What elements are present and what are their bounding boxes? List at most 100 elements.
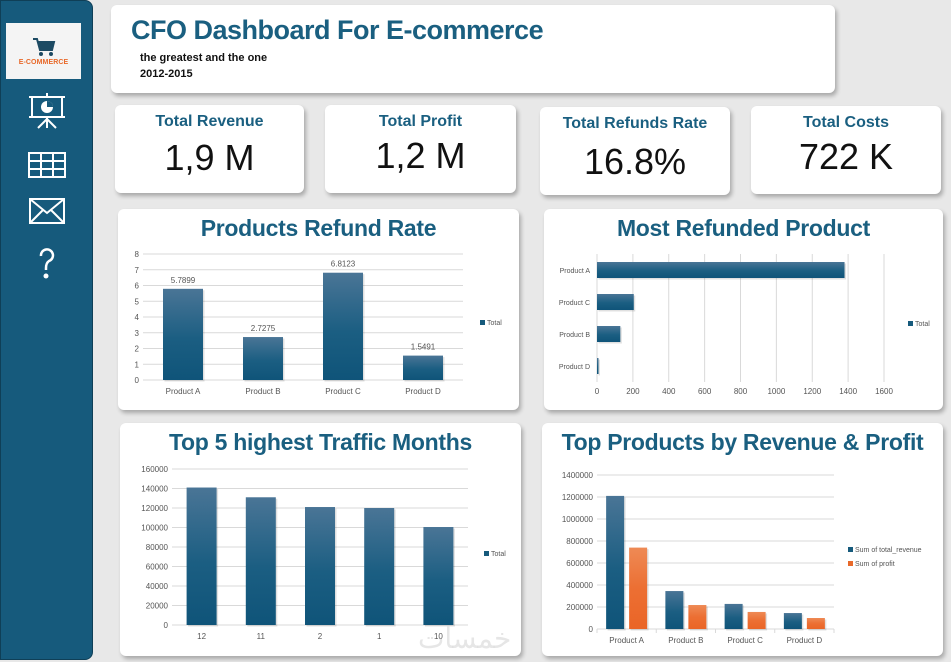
y-tick-label: 8 — [135, 250, 140, 259]
chart-card-most-refunded: Most Refunded Product 0 200 400 600 800 1000 1… — [544, 209, 943, 410]
x-tick-label: 800 — [734, 387, 748, 396]
logo-text: E-COMMERCE — [18, 58, 69, 66]
x-tick-label: 1400 — [839, 387, 857, 396]
x-tick-label: Product A — [609, 636, 644, 645]
bar — [323, 272, 363, 380]
y-tick-label: 6 — [135, 282, 140, 291]
x-tick-label: 1600 — [875, 387, 893, 396]
y-tick-label: 7 — [135, 266, 140, 275]
x-tick-label: Product D — [405, 387, 441, 396]
kpi-total-profit: Total Profit 1,2 M — [325, 105, 516, 193]
nav-table[interactable] — [27, 145, 67, 185]
legend-label: Total — [491, 551, 506, 558]
bar — [688, 605, 707, 629]
x-tick-label: 11 — [257, 632, 266, 641]
bar — [665, 591, 684, 629]
kpi-total-refunds-rate: Total Refunds Rate 16.8% — [540, 107, 730, 195]
legend-swatch — [484, 551, 489, 556]
y-tick-label: 1 — [135, 360, 140, 369]
y-tick-label: Product B — [559, 332, 590, 339]
bar — [364, 508, 395, 625]
y-tick-label: 120000 — [141, 504, 168, 513]
y-tick-label: 1400000 — [562, 471, 594, 480]
chart-title: Top Products by Revenue & Profit — [561, 429, 924, 455]
bar — [724, 603, 743, 629]
chart-card-traffic-months: Top 5 highest Traffic Months 0 20000 40000… — [120, 423, 521, 656]
header-card: CFO Dashboard For E-commerce the greates… — [111, 5, 835, 93]
nav-presentation[interactable] — [27, 91, 67, 131]
bar — [597, 262, 845, 278]
y-tick-label: 4 — [135, 313, 140, 322]
y-tick-label: 60000 — [146, 563, 169, 572]
y-tick-label: 2 — [135, 345, 140, 354]
y-tick-label: Product D — [559, 364, 590, 371]
x-tick-label: Product C — [325, 387, 361, 396]
nav-mail[interactable] — [27, 191, 67, 231]
y-tick-label: 40000 — [146, 582, 169, 591]
page-years: 2012-2015 — [140, 68, 193, 80]
x-tick-label: 10 — [434, 632, 443, 641]
y-tick-label: Product C — [559, 300, 590, 307]
legend-label: Sum of total_revenue — [855, 547, 922, 554]
y-tick-label: 1200000 — [562, 493, 594, 502]
y-tick-label: 140000 — [141, 485, 168, 494]
x-tick-label: Product B — [245, 387, 280, 396]
bar — [747, 611, 766, 629]
bar — [305, 507, 335, 625]
bar — [806, 618, 825, 629]
y-tick-label: Product A — [560, 268, 591, 275]
x-tick-label: Product C — [727, 636, 763, 645]
kpi-total-revenue: Total Revenue 1,9 M — [115, 105, 304, 193]
chart-card-refund-rate: Products Refund Rate 0 1 2 3 4 5 6 7 8 5.7899 Prod… — [118, 209, 519, 410]
x-tick-label: Product A — [166, 387, 201, 396]
page-subtitle: the greatest and the one — [140, 52, 268, 64]
data-label: 5.7899 — [171, 276, 196, 285]
x-tick-label: 1000 — [767, 387, 785, 396]
logo: E-COMMERCE — [6, 23, 81, 79]
data-label: 1.5491 — [411, 343, 436, 352]
legend-swatch — [908, 321, 913, 326]
bar-shadow — [598, 359, 600, 376]
data-label: 6.8123 — [331, 260, 356, 269]
x-tick-label: 12 — [197, 632, 206, 641]
table-icon — [28, 152, 66, 178]
chart-title: Products Refund Rate — [200, 215, 437, 241]
x-tick-label: 2 — [318, 632, 323, 641]
kpi-label: Total Costs — [803, 114, 889, 131]
kpi-total-costs: Total Costs 722 K — [751, 106, 941, 194]
kpi-value: 722 K — [798, 136, 894, 177]
kpi-label: Total Refunds Rate — [562, 115, 708, 132]
y-tick-label: 160000 — [141, 465, 168, 474]
y-tick-label: 80000 — [146, 543, 169, 552]
bar — [403, 355, 443, 380]
chart-card-revenue-profit: Top Products by Revenue & Profit 0 200000… — [542, 423, 943, 656]
nav-help[interactable] — [27, 243, 67, 283]
legend-swatch — [848, 561, 853, 566]
bar — [597, 294, 634, 310]
bar — [629, 547, 648, 629]
bar — [423, 527, 454, 625]
legend-label: Total — [487, 320, 502, 327]
y-tick-label: 200000 — [566, 603, 593, 612]
bar — [597, 358, 599, 374]
x-tick-label: 0 — [595, 387, 600, 396]
legend-swatch — [480, 320, 485, 325]
y-tick-label: 3 — [135, 329, 140, 338]
y-tick-label: 0 — [589, 625, 594, 634]
x-tick-label: 200 — [626, 387, 640, 396]
sidebar: E-COMMERCE — [0, 0, 93, 660]
legend-swatch — [848, 547, 853, 552]
revenue-profit-chart: 0 200000 400000 600000 800000 1000000 1200000 1… — [562, 471, 922, 645]
x-tick-label: 1200 — [803, 387, 821, 396]
x-tick-label: Product D — [787, 636, 823, 645]
kpi-value: 1,2 M — [375, 135, 466, 176]
mail-icon — [29, 198, 65, 224]
x-tick-label: 600 — [698, 387, 712, 396]
y-tick-label: 20000 — [146, 602, 169, 611]
kpi-value: 16.8% — [583, 141, 687, 182]
x-tick-label: 400 — [662, 387, 676, 396]
kpi-label: Total Revenue — [155, 113, 264, 130]
legend-label: Sum of profit — [855, 561, 895, 568]
bar — [245, 497, 276, 625]
shopping-cart-icon — [32, 37, 55, 56]
